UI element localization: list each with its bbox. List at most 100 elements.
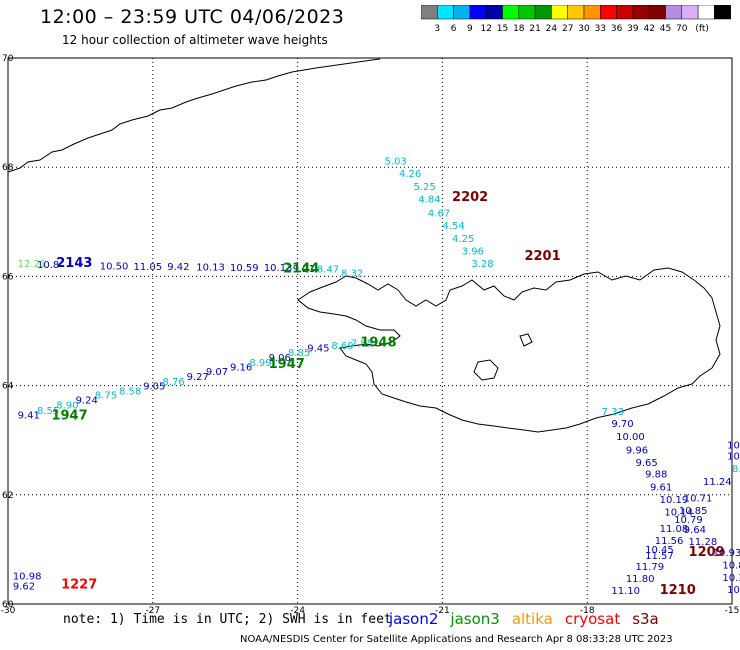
pass-time: 1948 — [360, 335, 396, 350]
swh-value: 9.24 — [76, 396, 98, 407]
lake — [519, 333, 533, 347]
colorbar-label: 27 — [562, 24, 573, 34]
legend-cryosat: cryosat — [564, 610, 621, 628]
colorbar-label: 15 — [497, 24, 508, 34]
colorbar-label: 33 — [595, 24, 606, 34]
swh-value: 8.90 — [56, 401, 78, 412]
pass-time: 1947 — [51, 408, 87, 423]
swh-value: 10.14 — [664, 508, 693, 519]
swh-value: 9.62 — [13, 581, 35, 592]
colorbar-label: 36 — [611, 24, 623, 34]
swh-value: 10.93 — [713, 548, 740, 559]
swh-value: 10.71 — [684, 493, 713, 504]
lon-tick-label: -18 — [580, 606, 595, 616]
lon-tick-label: -30 — [1, 606, 16, 616]
colorbar-label: (ft) — [695, 24, 709, 34]
wave-height-observations: 5.03 4.26 5.25 4.84 4.67 4.54 4.25 3.963.28 12.2… — [13, 156, 740, 597]
lake — [473, 359, 499, 381]
colorbar-label: 12 — [480, 24, 491, 34]
legend-jason3: jason3 — [450, 610, 500, 628]
pass-time-labels: 2202 2201 2143 2144 1948 1947 1947 1209 1210 1227 — [51, 190, 724, 598]
swh-value: 8.69 — [331, 341, 353, 352]
swh-value: 10.45 — [645, 545, 674, 556]
colorbar-label: 42 — [643, 24, 654, 34]
swh-value: 4.54 — [442, 221, 464, 232]
swh-value: 10.13 — [264, 263, 293, 274]
swh-value: 7.33 — [602, 407, 624, 418]
swh-value: 4.25 — [452, 234, 474, 245]
footer-credit: NOAA/NESDIS Center for Satellite Applica… — [240, 634, 673, 645]
swh-value: 12.21 — [18, 259, 47, 270]
swh-value: 3.96 — [462, 247, 484, 258]
swh-value: 11.10 — [611, 586, 640, 597]
swh-value: 9.16 — [230, 362, 252, 373]
swh-value: 9.41 — [18, 410, 40, 421]
coastline — [7, 58, 721, 433]
note-text: note: 1) Time is in UTC; 2) SWH is in fe… — [63, 612, 392, 627]
swh-value: 8.58 — [119, 386, 141, 397]
swh-value: 9.45 — [307, 344, 329, 355]
colorbar-label: 6 — [451, 24, 457, 34]
swh-value: 4.26 — [399, 169, 421, 180]
color-scale-bar: 3 6 9 12 15 18 21 24 27 30 33 36 39 42 45 70 (ft) — [421, 5, 731, 34]
swh-value: 3.28 — [471, 259, 493, 270]
colorbar-swatch — [714, 5, 731, 20]
swh-value: 8.47 — [317, 265, 339, 276]
swh-value: 8.59 — [732, 464, 740, 475]
swh-value: 7.85 — [351, 338, 373, 349]
swh-value: 9.65 — [635, 458, 657, 469]
swh-value: 8.85 — [288, 348, 310, 359]
swh-value: 11.80 — [626, 574, 655, 585]
swh-value: 9.70 — [611, 419, 633, 430]
swh-value: 9.96 — [626, 445, 648, 456]
swh-value: 10.85 — [679, 506, 708, 517]
swh-value: 9.07 — [206, 367, 228, 378]
swh-value: 10.59 — [230, 263, 259, 274]
swh-value: 8.99 — [249, 358, 271, 369]
swh-value: 10.98 — [13, 571, 42, 582]
swh-value: 10.1 — [727, 440, 740, 451]
colorbar-label: 24 — [546, 24, 558, 34]
swh-value: 5.25 — [413, 182, 435, 193]
colorbar-label: 18 — [513, 24, 525, 34]
swh-value: 11.24 — [703, 477, 732, 488]
pass-time: 1227 — [61, 578, 97, 593]
pass-time: 2143 — [56, 256, 92, 271]
swh-value: 10.13 — [196, 262, 225, 273]
greenland-coast — [7, 58, 381, 173]
colorbar-label: 9 — [467, 24, 473, 34]
swh-value: 9.06 — [269, 353, 291, 364]
page-subtitle: 12 hour collection of altimeter wave hei… — [62, 33, 328, 47]
swh-value: 8.32 — [341, 268, 363, 279]
swh-value: 10.50 — [100, 261, 129, 272]
swh-value: 4.67 — [428, 208, 450, 219]
iceland-coast — [297, 267, 721, 433]
swh-value: 10.84 — [722, 561, 740, 572]
swh-value: 11.05 — [133, 262, 162, 273]
swh-value: 9.64 — [684, 525, 706, 536]
swh-value: 9.88 — [645, 469, 667, 480]
colorbar-label: 39 — [627, 24, 639, 34]
pass-time: 1209 — [689, 545, 725, 560]
map-frame — [7, 57, 733, 605]
swh-value: 11.08 — [660, 524, 689, 535]
colorbar-label: 70 — [676, 24, 688, 34]
axis-labels: -30 -27 -24 -21 -18 -15 70 68 66 64 62 60 — [1, 54, 740, 616]
swh-value: 5.03 — [384, 156, 406, 167]
pass-time: 1947 — [269, 357, 305, 372]
lat-tick-label: 62 — [2, 491, 13, 501]
legend-s3a: s3a — [632, 610, 659, 628]
lat-tick-label: 64 — [2, 382, 14, 392]
pass-time: 1210 — [660, 583, 696, 598]
swh-value: 9.21 — [293, 264, 315, 275]
lat-tick-label: 66 — [2, 272, 14, 282]
swh-value: 11.56 — [655, 536, 684, 547]
swh-value: 10.8 — [37, 260, 59, 271]
pass-time: 2201 — [524, 249, 560, 264]
satellite-legend: jason2 jason3 altika cryosat s3a — [389, 610, 671, 628]
pass-time: 2202 — [452, 190, 488, 205]
swh-value: 11.79 — [635, 562, 664, 573]
colorbar-label: 3 — [434, 24, 440, 34]
swh-value: 11.57 — [645, 551, 674, 562]
